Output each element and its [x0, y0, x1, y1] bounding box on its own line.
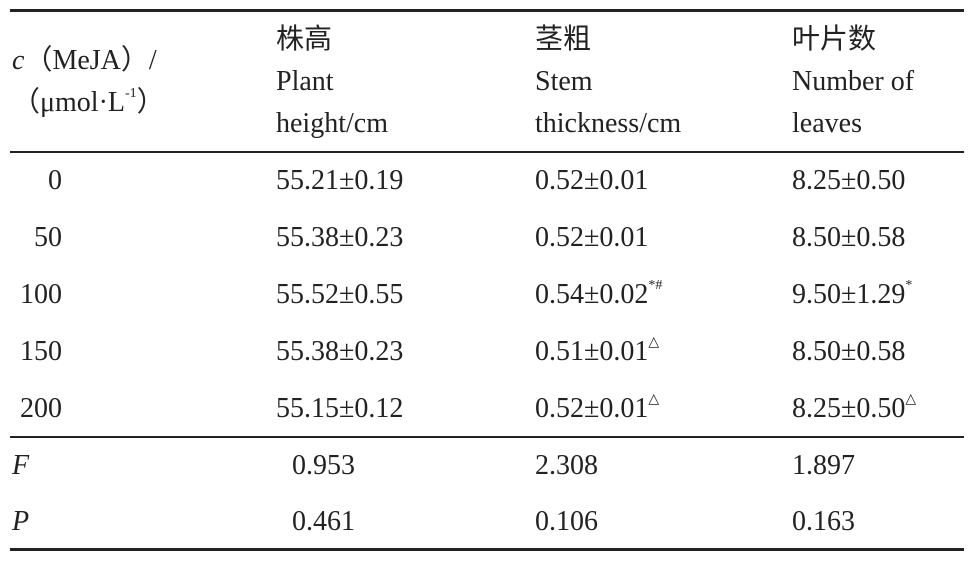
text-segment: -1	[125, 86, 137, 101]
table-cell: 0	[48, 167, 62, 195]
cell-mark: △	[648, 335, 660, 350]
text-segment: Number of	[792, 66, 915, 97]
cell-text: 55.15±0.12	[276, 393, 404, 424]
cell-text: 55.38±0.23	[276, 336, 404, 367]
table-cell: 55.38±0.23	[276, 224, 403, 252]
header-cell: Number of	[792, 68, 914, 96]
table-cell: 0.51±0.01△	[535, 335, 660, 367]
header-cell: 叶片数	[792, 26, 876, 54]
text-segment: thickness/cm	[535, 108, 682, 139]
cell-mark: *#	[648, 278, 663, 293]
table-cell: 55.38±0.23	[276, 338, 403, 366]
table-cell: 8.50±0.58	[792, 224, 905, 252]
header-cell: 株高	[276, 26, 332, 54]
table-cell: 8.50±0.58	[792, 338, 905, 366]
cell-text: 0	[48, 165, 62, 196]
cell-text: 0.52±0.01	[535, 165, 649, 196]
table-cell: 0.461	[292, 508, 355, 536]
table-cell: 0.52±0.01△	[535, 392, 660, 424]
header-cell: Stem	[535, 68, 593, 96]
table-cell: 50	[34, 224, 62, 252]
table-cell: 0.54±0.02*#	[535, 278, 663, 310]
text-segment: Plant	[276, 66, 334, 97]
header-cell: （μmol·L-1）	[12, 86, 165, 118]
header-cell: thickness/cm	[535, 110, 681, 138]
table-cell: 0.52±0.01	[535, 224, 648, 252]
text-segment: leaves	[792, 108, 862, 139]
table-cell: 55.52±0.55	[276, 281, 403, 309]
cell-text: 150	[20, 336, 62, 367]
cell-text: F	[12, 450, 30, 481]
table-cell: 100	[20, 281, 62, 309]
cell-text: 55.38±0.23	[276, 222, 404, 253]
table-cell: P	[12, 508, 29, 536]
text-segment: （MeJA）/	[24, 45, 157, 76]
cell-text: 0.52±0.01	[535, 222, 649, 253]
table-cell: 0.163	[792, 508, 855, 536]
table-cell: 1.897	[792, 452, 855, 480]
cell-text: 55.21±0.19	[276, 165, 404, 196]
cell-text: 1.897	[792, 450, 855, 481]
cell-text: 9.50±1.29	[792, 279, 906, 310]
table-cell: 9.50±1.29*	[792, 278, 913, 310]
header-cell: c（MeJA）/	[12, 47, 157, 75]
cell-text: 0.51±0.01	[535, 336, 649, 367]
table-cell: F	[12, 452, 29, 480]
cell-text: 2.308	[535, 450, 598, 481]
cell-text: 8.25±0.50	[792, 393, 906, 424]
table-cell: 2.308	[535, 452, 598, 480]
cell-text: P	[12, 506, 30, 537]
table-cell: 8.25±0.50△	[792, 392, 917, 424]
text-segment: c	[12, 45, 25, 76]
header-cell: Plant	[276, 68, 334, 96]
cell-text: 0.953	[292, 450, 355, 481]
cell-text: 0.106	[535, 506, 598, 537]
table-cell: 0.106	[535, 508, 598, 536]
cell-mark: △	[905, 392, 917, 407]
cell-text: 8.50±0.58	[792, 336, 906, 367]
table-cell: 55.15±0.12	[276, 395, 403, 423]
stats-rule	[10, 436, 964, 438]
text-segment: height/cm	[276, 108, 388, 139]
table-cell: 0.52±0.01	[535, 167, 648, 195]
header-cell: leaves	[792, 110, 862, 138]
table-cell: 150	[20, 338, 62, 366]
header-cell: height/cm	[276, 110, 388, 138]
cell-text: 200	[20, 393, 62, 424]
text-segment: （μmol·L	[12, 87, 125, 118]
cell-text: 0.54±0.02	[535, 279, 649, 310]
cell-text: 0.52±0.01	[535, 393, 649, 424]
cell-mark: △	[648, 392, 660, 407]
table-cell: 0.953	[292, 452, 355, 480]
table-cell: 55.21±0.19	[276, 167, 403, 195]
cell-text: 100	[20, 279, 62, 310]
top-rule	[10, 9, 964, 12]
bottom-rule	[10, 548, 964, 551]
table-cell: 200	[20, 395, 62, 423]
text-segment: 叶片数	[792, 24, 877, 55]
cell-text: 8.25±0.50	[792, 165, 906, 196]
table-cell: 8.25±0.50	[792, 167, 905, 195]
cell-text: 8.50±0.58	[792, 222, 906, 253]
text-segment: Stem	[535, 66, 593, 97]
cell-mark: *	[905, 278, 913, 293]
cell-text: 0.461	[292, 506, 355, 537]
text-segment: 株高	[276, 24, 333, 55]
header-rule	[10, 151, 964, 153]
cell-text: 55.52±0.55	[276, 279, 404, 310]
text-segment: 茎粗	[535, 24, 592, 55]
header-cell: 茎粗	[535, 26, 591, 54]
cell-text: 50	[34, 222, 62, 253]
cell-text: 0.163	[792, 506, 855, 537]
text-segment: ）	[136, 87, 165, 118]
